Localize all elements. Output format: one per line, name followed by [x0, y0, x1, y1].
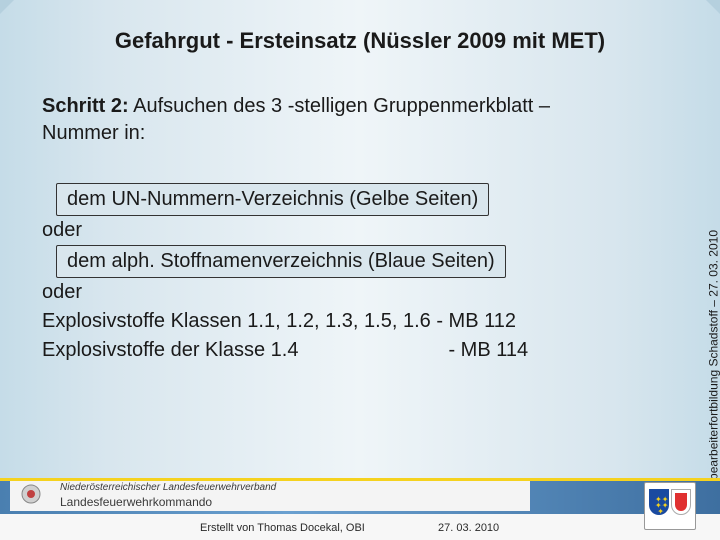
footer-date: 27. 03. 2010	[438, 522, 499, 534]
step-line2: Nummer in:	[42, 122, 632, 145]
list-row-1: dem UN-Nummern-Verzeichnis (Gelbe Seiten…	[42, 183, 632, 216]
footer: Niederösterreichischer Landesfeuerwehrve…	[0, 478, 720, 540]
crest-birds: ✦✦✦✦ ✦	[655, 497, 668, 515]
footer-org: Niederösterreichischer Landesfeuerwehrve…	[60, 482, 276, 510]
slide: Gefahrgut - Ersteinsatz (Nüssler 2009 mi…	[0, 0, 720, 540]
box-stoffnamen: dem alph. Stoffnamenverzeichnis (Blaue S…	[56, 245, 506, 278]
footer-author: Erstellt von Thomas Docekal, OBI	[200, 522, 365, 534]
slide-title: Gefahrgut - Ersteinsatz (Nüssler 2009 mi…	[0, 28, 720, 54]
top-corners	[0, 0, 720, 6]
corner-left	[0, 0, 14, 14]
crest-blue-shield: ✦✦✦✦ ✦	[649, 489, 669, 515]
content-area: Schritt 2: Aufsuchen des 3 -stelligen Gr…	[42, 92, 632, 365]
step-heading: Schritt 2: Aufsuchen des 3 -stelligen Gr…	[42, 92, 632, 120]
explosiv-2: Explosivstoffe der Klasse 1.4 - MB 114	[42, 336, 632, 365]
crest-red-inner	[675, 493, 687, 511]
footer-org-line2: Landesfeuerwehrkommando	[60, 495, 276, 510]
list-block: dem UN-Nummern-Verzeichnis (Gelbe Seiten…	[42, 183, 632, 365]
explosiv-1: Explosivstoffe Klassen 1.1, 1.2, 1.3, 1.…	[42, 307, 632, 336]
footer-org-line1: Niederösterreichischer Landesfeuerwehrve…	[60, 482, 276, 495]
step-label: Schritt 2:	[42, 95, 129, 117]
list-row-2: dem alph. Stoffnamenverzeichnis (Blaue S…	[42, 245, 632, 278]
explosiv-2-text: Explosivstoffe der Klasse 1.4 - MB 114	[42, 339, 528, 361]
explosiv-1-text: Explosivstoffe Klassen 1.1, 1.2, 1.3, 1.…	[42, 310, 516, 332]
corner-right	[706, 0, 720, 14]
crest-icon: ✦✦✦✦ ✦	[644, 482, 696, 530]
crest-red-shield	[671, 489, 691, 515]
box-un-nummern: dem UN-Nummern-Verzeichnis (Gelbe Seiten…	[56, 183, 489, 216]
side-caption: Sachbearbeiterfortbildung Schadstoff – 2…	[706, 230, 720, 507]
oder-1: oder	[42, 216, 632, 245]
org-logo	[20, 483, 48, 505]
step-text: Aufsuchen des 3 -stelligen Gruppenmerkbl…	[129, 95, 550, 117]
oder-2: oder	[42, 278, 632, 307]
